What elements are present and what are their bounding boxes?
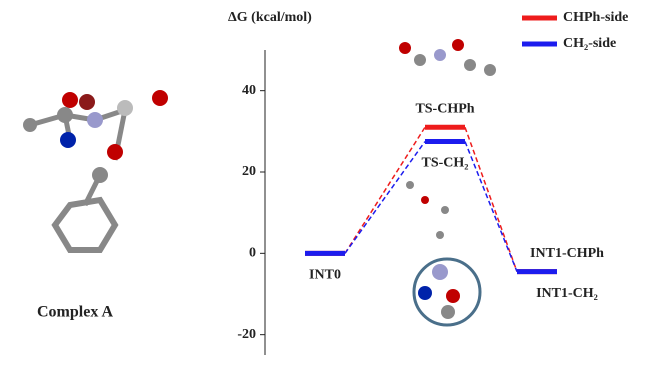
y-tick-label: 0 <box>249 246 256 261</box>
level-label: TS-CH₂ <box>422 156 469 171</box>
level-label: INT1-CHPh <box>530 246 604 261</box>
inset-circle <box>414 259 480 325</box>
connector <box>345 142 425 254</box>
legend-label: CH₂-side <box>563 36 616 51</box>
molecule-complex-a <box>23 90 168 250</box>
y-tick-label: 20 <box>242 164 256 179</box>
level-label: TS-CHPh <box>415 101 474 116</box>
side-label: Complex A <box>37 304 113 321</box>
y-tick-label: 40 <box>242 83 256 98</box>
y-axis-label: ΔG (kcal/mol) <box>228 10 312 25</box>
legend-label: CHPh-side <box>563 10 628 25</box>
y-tick-label: -20 <box>237 327 256 342</box>
connector <box>345 127 425 253</box>
chart: Complex A ΔG (kcal/mol) -20 0 20 40 TS-CHPh I… <box>0 0 646 369</box>
level-label: INT0 <box>309 268 341 283</box>
connector <box>465 127 517 271</box>
level-label: INT1-CH₂ <box>536 286 598 301</box>
